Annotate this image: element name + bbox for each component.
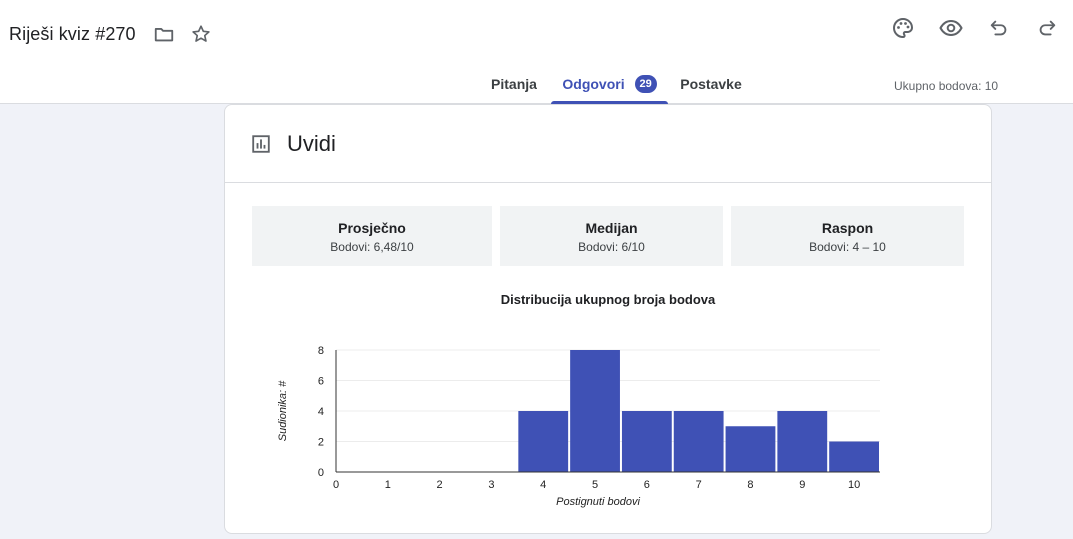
score-distribution-chart: 0 2 4 6 8 0 1 2 3 4 5 6 7 8 9 10 Postignuti bodovi Sudion… (277, 345, 880, 508)
insights-header: Uvidi (225, 105, 991, 183)
total-points: Ukupno bodova: 10 (894, 79, 999, 93)
insights-title: Uvidi (287, 130, 336, 156)
histogram-bar[interactable] (621, 411, 672, 472)
responses-count-badge: 29 (634, 75, 657, 93)
tab-settings-label: Postavke (680, 76, 742, 92)
y-tick-label: 0 (318, 467, 324, 479)
folder-icon[interactable] (152, 22, 176, 46)
x-axis-title: Postignuti bodovi (556, 496, 640, 508)
insights-icon (249, 132, 273, 156)
tab-settings[interactable]: Postavke (675, 64, 747, 104)
y-tick-label: 2 (318, 437, 324, 449)
x-tick-label: 0 (333, 479, 339, 491)
y-tick-label: 6 (318, 376, 324, 388)
eye-icon[interactable] (939, 16, 963, 40)
x-tick-label: 8 (747, 479, 753, 491)
x-tick-label: 1 (385, 479, 391, 491)
x-tick-label: 10 (848, 479, 860, 491)
histogram-bar[interactable] (777, 411, 828, 472)
stat-median-value: Bodovi: 6/10 (578, 240, 645, 254)
stat-average-value: Bodovi: 6,48/10 (330, 240, 414, 254)
form-title[interactable]: Riješi kviz #270 (9, 23, 136, 44)
stat-range: Raspon Bodovi: 4 – 10 (731, 206, 964, 266)
insights-card: Uvidi Prosječno Bodovi: 6,48/10 Medijan … (224, 104, 992, 534)
stat-average: Prosječno Bodovi: 6,48/10 (252, 206, 492, 266)
stats-row: Prosječno Bodovi: 6,48/10 Medijan Bodovi… (252, 206, 966, 266)
x-tick-label: 6 (644, 479, 650, 491)
toolbar-actions (879, 16, 1071, 40)
x-tick-label: 5 (592, 479, 598, 491)
tab-responses[interactable]: Odgovori 29 (551, 64, 668, 104)
palette-icon[interactable] (891, 16, 915, 40)
y-tick-label: 8 (318, 345, 324, 357)
chart-title: Distribucija ukupnog broja bodova (500, 292, 716, 307)
tab-questions-label: Pitanja (491, 76, 537, 92)
x-tick-label: 7 (696, 479, 702, 491)
tab-questions[interactable]: Pitanja (484, 64, 544, 104)
stat-range-value: Bodovi: 4 – 10 (809, 240, 886, 254)
undo-icon[interactable] (987, 16, 1011, 40)
redo-icon[interactable] (1035, 16, 1059, 40)
tab-responses-label: Odgovori (562, 76, 625, 92)
stat-average-label: Prosječno (338, 220, 406, 236)
star-icon[interactable] (189, 22, 213, 46)
y-tick-label: 4 (318, 406, 324, 418)
x-tick-label: 4 (540, 479, 546, 491)
title-area: Riješi kviz #270 (9, 22, 213, 46)
x-tick-label: 3 (488, 479, 494, 491)
stat-median-label: Medijan (585, 220, 638, 236)
stat-range-label: Raspon (821, 220, 874, 236)
tab-bar: Pitanja Odgovori 29 Postavke (0, 64, 1073, 104)
x-tick-label: 2 (437, 479, 443, 491)
histogram-bar[interactable] (570, 350, 620, 472)
top-bar: Riješi kviz #270 (0, 0, 1073, 104)
histogram-bar[interactable] (518, 411, 569, 472)
x-tick-label: 9 (799, 479, 805, 491)
y-axis-title: Sudionika: # (277, 380, 289, 441)
histogram-bar[interactable] (829, 441, 879, 473)
histogram-bar[interactable] (725, 426, 776, 472)
histogram-bar[interactable] (673, 411, 724, 472)
stat-median: Medijan Bodovi: 6/10 (500, 206, 723, 266)
